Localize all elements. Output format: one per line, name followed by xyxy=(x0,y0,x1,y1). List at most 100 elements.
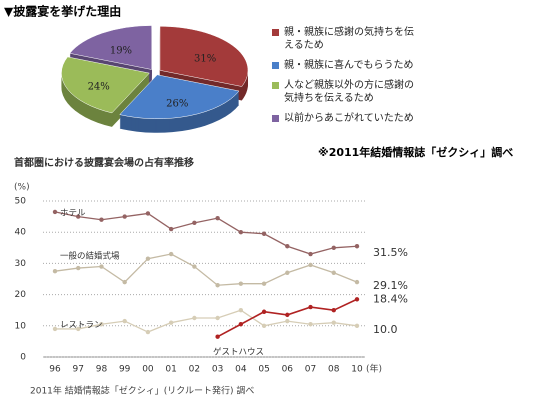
x-tick-label: 07 xyxy=(305,365,316,375)
x-tick-label: 00 xyxy=(142,365,154,375)
x-tick-label: 04 xyxy=(235,365,247,375)
legend-swatch xyxy=(272,29,279,36)
pie-slice xyxy=(159,26,249,87)
pie-slice xyxy=(61,56,150,114)
point xyxy=(215,334,220,339)
point xyxy=(261,323,267,328)
point xyxy=(285,312,290,318)
x-axis-label: (年) xyxy=(366,363,382,375)
legend-swatch xyxy=(272,62,279,69)
point xyxy=(192,315,197,321)
point xyxy=(261,231,267,236)
point xyxy=(308,262,313,268)
y-tick-label: 40 xyxy=(15,228,27,238)
slice-label: 26% xyxy=(166,99,188,110)
legend-item: 人など親族以外の方に感謝の気持ちを伝えるため xyxy=(272,79,422,105)
point xyxy=(285,270,290,275)
point xyxy=(215,215,220,221)
point xyxy=(52,326,58,332)
point xyxy=(215,283,220,288)
point xyxy=(285,244,290,249)
slice-label: 24% xyxy=(88,82,110,93)
end-label: 31.5% xyxy=(373,246,408,259)
point xyxy=(238,308,244,313)
point xyxy=(261,281,267,286)
point xyxy=(261,309,267,314)
legend-text: 以前からあこがれていたため xyxy=(284,113,414,124)
point xyxy=(354,279,360,285)
pie-slice xyxy=(119,74,240,120)
legend-text: 親・親族に感謝の気持ちを伝えるため xyxy=(284,27,414,51)
legend-swatch xyxy=(272,115,279,122)
x-tick-label: 06 xyxy=(282,365,294,375)
point xyxy=(308,304,313,310)
y-tick-label: 50 xyxy=(15,197,27,207)
point xyxy=(122,279,127,285)
point xyxy=(192,220,197,226)
point xyxy=(76,265,81,271)
series-name: 一般の結婚式場 xyxy=(60,251,120,262)
x-tick-label: 02 xyxy=(189,365,200,375)
end-label: 10.0 xyxy=(373,323,398,336)
point xyxy=(168,251,174,257)
point xyxy=(99,264,104,269)
series-line xyxy=(55,309,358,333)
series-name: ホテル xyxy=(60,209,86,219)
point xyxy=(238,230,244,235)
point xyxy=(238,281,244,286)
y-tick-label: 0 xyxy=(20,353,26,363)
series-line xyxy=(54,253,358,286)
point xyxy=(122,214,127,219)
point xyxy=(99,217,104,222)
legend-text: 親・親族に喜んでもらうため xyxy=(284,60,414,71)
point xyxy=(331,245,336,250)
series-name: レストラン xyxy=(60,321,103,331)
legend-text: 人など親族以外の方に感謝の気持ちを伝えるため xyxy=(284,80,414,104)
series-line xyxy=(217,298,358,338)
point xyxy=(331,270,336,275)
series-name: ゲストハウス xyxy=(213,347,264,358)
line-title: 首都圏における披露宴会場の占有率推移 xyxy=(14,156,194,169)
point xyxy=(122,318,127,324)
point xyxy=(76,326,81,332)
point xyxy=(145,256,151,261)
legend: 親・親族に感謝の気持ちを伝えるため親・親族に喜んでもらうため人など親族以外の方に… xyxy=(272,26,422,132)
point xyxy=(308,251,313,257)
x-tick-label: 99 xyxy=(119,365,131,375)
end-label: 29.1% xyxy=(373,279,408,292)
x-tick-label: 01 xyxy=(165,365,176,375)
x-tick-label: 10 xyxy=(351,365,363,375)
point xyxy=(215,315,220,321)
series-line xyxy=(54,211,358,255)
slice-label: 31% xyxy=(194,53,216,64)
point xyxy=(52,269,58,274)
pie-title: ▼披露宴を挙げた理由 xyxy=(4,4,121,19)
point xyxy=(238,322,244,327)
y-tick-label: 20 xyxy=(15,290,27,300)
point xyxy=(331,320,336,325)
y-tick-label: 10 xyxy=(15,321,27,331)
slice-label: 19% xyxy=(110,45,132,56)
point xyxy=(192,264,197,269)
point xyxy=(145,329,151,335)
point xyxy=(354,297,360,302)
point xyxy=(354,323,360,328)
x-tick-label: 97 xyxy=(73,365,84,375)
legend-item: 親・親族に感謝の気持ちを伝えるため xyxy=(272,26,422,52)
point xyxy=(52,209,58,215)
point xyxy=(308,322,313,327)
pie-slice xyxy=(69,25,152,70)
point xyxy=(76,214,81,219)
point xyxy=(168,320,174,325)
pie-note: ※2011年結婚情報誌「ゼクシィ」調べ xyxy=(318,145,513,159)
y-tick-label: 30 xyxy=(15,259,27,269)
x-tick-label: 03 xyxy=(212,365,223,375)
legend-item: 親・親族に喜んでもらうため xyxy=(272,59,422,72)
point xyxy=(168,226,174,232)
point xyxy=(331,308,336,313)
point xyxy=(99,322,104,327)
legend-swatch xyxy=(272,82,279,89)
x-tick-label: 96 xyxy=(49,365,61,375)
